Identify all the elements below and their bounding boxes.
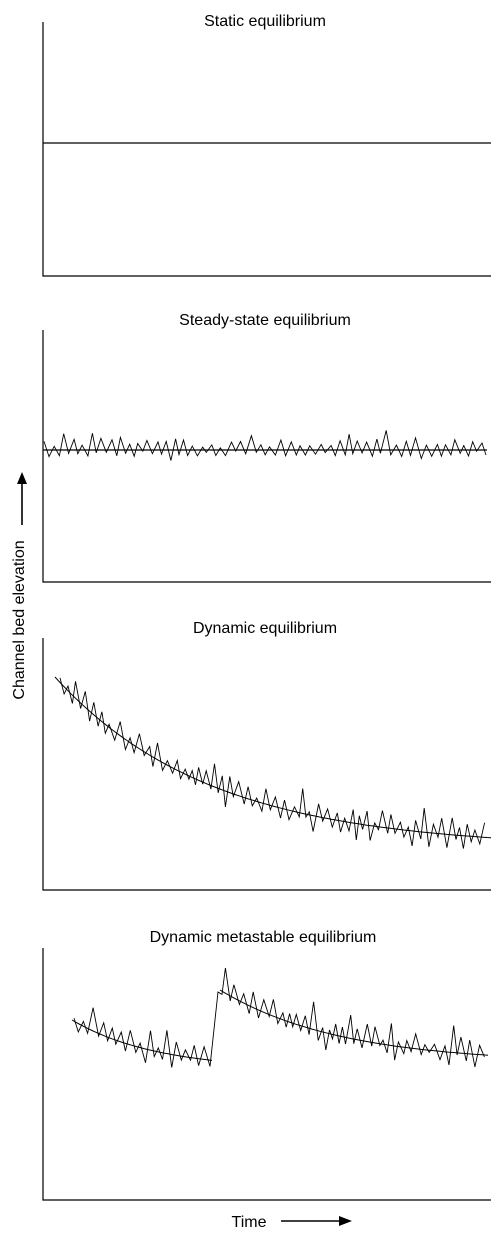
fluctuation-dynamic [59, 677, 486, 849]
x-axis-arrowhead-icon [339, 1216, 352, 1226]
x-axis-label-group: Time [232, 1214, 352, 1231]
panel-title-metastable: Dynamic metastable equilibrium [150, 929, 377, 946]
y-axis-label-group: Channel bed elevation [11, 472, 28, 700]
x-axis-label: Time [232, 1214, 267, 1231]
panel-dynamic: Dynamic equilibrium [42, 620, 492, 891]
y-axis-label: Channel bed elevation [11, 540, 28, 699]
panel-title-steady-state: Steady-state equilibrium [179, 312, 351, 329]
panel-title-dynamic: Dynamic equilibrium [193, 620, 337, 637]
axes-metastable [42, 948, 491, 1201]
axes-dynamic [42, 638, 491, 891]
axes-steady-state [42, 330, 491, 583]
panel-title-static: Static equilibrium [204, 13, 326, 30]
panel-metastable: Dynamic metastable equilibrium [42, 929, 491, 1201]
declining-mean-line [54, 676, 492, 839]
panel-steady-state: Steady-state equilibrium [42, 312, 491, 583]
axes-static [42, 22, 491, 277]
declining-mean-line-after-jump [219, 989, 489, 1056]
declining-mean-line-before-jump [71, 1019, 213, 1061]
fluctuation-steady-state [43, 430, 487, 461]
panel-static: Static equilibrium [42, 13, 491, 277]
fluctuation-metastable [73, 967, 485, 1068]
y-axis-arrowhead-icon [17, 472, 27, 484]
